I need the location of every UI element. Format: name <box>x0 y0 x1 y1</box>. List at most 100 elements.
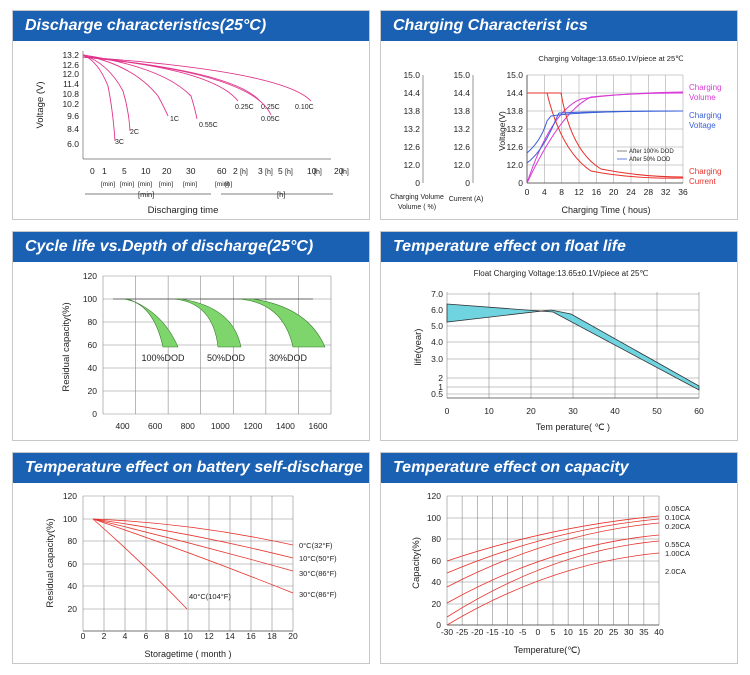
y-tick-label: 2 <box>438 373 443 383</box>
area-100dod <box>122 298 179 348</box>
y-tick-label: 40 <box>432 577 442 587</box>
x-tick-label: 2 <box>102 631 107 641</box>
x-tick-label: 8 <box>165 631 170 641</box>
x-tick-label: 5 <box>551 627 556 637</box>
y-tick-label: 60 <box>68 559 78 569</box>
x-tick-label: 10 <box>484 406 494 416</box>
x-tick-label: 0 <box>90 166 95 176</box>
series-label: 30%DOD <box>269 353 308 363</box>
float-life-band <box>446 303 700 391</box>
area-50dod <box>172 298 242 348</box>
current-curve <box>527 92 684 179</box>
x-tick-unit: [h] <box>341 169 349 176</box>
y-tick-label: 0 <box>518 178 523 188</box>
y-tick-label: 10.8 <box>62 89 79 99</box>
y-tick-label: 10.2 <box>62 99 79 109</box>
self-discharge-curve-1 <box>92 518 294 559</box>
x-tick-label: 10 <box>141 166 151 176</box>
x-tick-label: 25 <box>609 627 619 637</box>
series-label: 0°C(32°F) <box>299 541 333 550</box>
y-tick-label: 60 <box>432 556 442 566</box>
y-tick-label: 12.6 <box>62 60 79 70</box>
x-tick-label: 1000 <box>211 421 230 431</box>
discharge-panel: Discharge characteristics(25°C) 13.2 12.6… <box>12 10 370 220</box>
x-axis-label: Tem perature( ℃ ) <box>536 422 610 432</box>
x-tick-label: 1600 <box>309 421 328 431</box>
y-tick-label: 0.5 <box>431 389 443 399</box>
series-label: 0.05CA <box>665 504 690 513</box>
y-tick-label: 3.0 <box>431 354 443 364</box>
aux-tick-label: 13.8 <box>453 106 470 116</box>
aux-tick-label: 12.6 <box>403 142 420 152</box>
charging-chart: Charging Voltage:13.65±0.1V/piece at 25℃… <box>390 54 721 215</box>
x-tick-unit: [min] <box>120 181 134 188</box>
x-tick-unit: [min] <box>183 181 197 188</box>
series-label: 30°C(86°F) <box>299 590 337 599</box>
self-discharge-curve-0 <box>92 518 294 546</box>
x-tick-label: 60 <box>694 406 704 416</box>
x-tick-label: 28 <box>644 187 654 197</box>
series-label: 0.20CA <box>665 522 690 531</box>
y-tick-label: 80 <box>68 536 78 546</box>
x-tick-label: 36 <box>678 187 688 197</box>
side-label-voltage: Charging <box>689 111 721 120</box>
y-tick-label: 12.0 <box>62 69 79 79</box>
series-label: 40°C(104°F) <box>189 592 231 601</box>
x-tick-label: 1200 <box>243 421 262 431</box>
y-tick-label: 13.2 <box>62 50 79 60</box>
self-discharge-chart: 120 100 80 60 40 20 0 2 4 6 8 10 12 14 16 18 20 Residual … <box>45 491 337 659</box>
discharge-curve-0.05C <box>82 56 272 116</box>
x-tick-label: 30 <box>624 627 634 637</box>
x-tick-label: -25 <box>456 627 469 637</box>
x-tick-unit: [h] <box>240 169 248 176</box>
self-discharge-curve-40c <box>92 518 188 610</box>
y-tick-label: 12.6 <box>506 142 523 152</box>
x-tick-label: 600 <box>148 421 162 431</box>
volume-curve-2 <box>526 92 684 184</box>
discharge-curve-3C <box>82 54 116 142</box>
x-tick-label: 20 <box>609 187 619 197</box>
capacity-curve-0.10CA <box>446 518 660 574</box>
x-tick-label: 8 <box>559 187 564 197</box>
x-tick-label: 10 <box>307 166 317 176</box>
y-tick-label: 4.0 <box>431 337 443 347</box>
legend-entry: After 100% DOD <box>629 149 674 155</box>
aux-axis-label: Current (A) <box>449 196 484 203</box>
y-tick-label: 120 <box>83 271 97 281</box>
y-axis-label: Capacity(%) <box>411 537 422 589</box>
series-label: 2.0CA <box>665 567 686 576</box>
float-life-panel: Temperature effect on float life Float C… <box>380 231 738 441</box>
aux-tick-label: 13.2 <box>453 124 470 134</box>
y-tick-label: 6.0 <box>67 139 79 149</box>
aux-axis-label-2: Volume ( %) <box>398 204 436 211</box>
panel-title: Charging Characterist ics <box>381 11 737 41</box>
curve-label: 1C <box>170 116 179 123</box>
x-tick-label: 5 <box>278 166 283 176</box>
aux-tick-label: 13.8 <box>403 106 420 116</box>
range-label-min: [min] <box>138 190 154 199</box>
range-label-h: [h] <box>277 190 285 199</box>
y-tick-label: 80 <box>432 534 442 544</box>
y-tick-label: 9.6 <box>67 111 79 121</box>
curve-label: 0.10C <box>295 104 314 111</box>
x-tick-unit: [min] <box>215 181 229 188</box>
aux-tick-label: 14.4 <box>453 88 470 98</box>
panel-title: Temperature effect on float life <box>381 232 737 262</box>
y-tick-label: 120 <box>63 491 77 501</box>
curve-label: 0.25C <box>261 104 280 111</box>
aux-tick-label: 14.4 <box>403 88 420 98</box>
x-tick-label: 20 <box>288 631 298 641</box>
x-tick-unit: [h] <box>265 169 273 176</box>
capacity-curve-0.05CA <box>446 515 660 562</box>
aux-tick-label: 12.6 <box>453 142 470 152</box>
x-tick-label: 20 <box>594 627 604 637</box>
panel-title: Discharge characteristics(25°C) <box>13 11 369 41</box>
x-tick-label: 32 <box>661 187 671 197</box>
x-tick-label: 50 <box>652 406 662 416</box>
x-tick-label: -30 <box>441 627 454 637</box>
x-tick-label: 4 <box>542 187 547 197</box>
y-tick-label: 1 <box>438 382 443 392</box>
series-label: 0.55CA <box>665 540 690 549</box>
chart-subtitle: Float Charging Voltage:13.65±0.1V/piece … <box>474 269 649 278</box>
